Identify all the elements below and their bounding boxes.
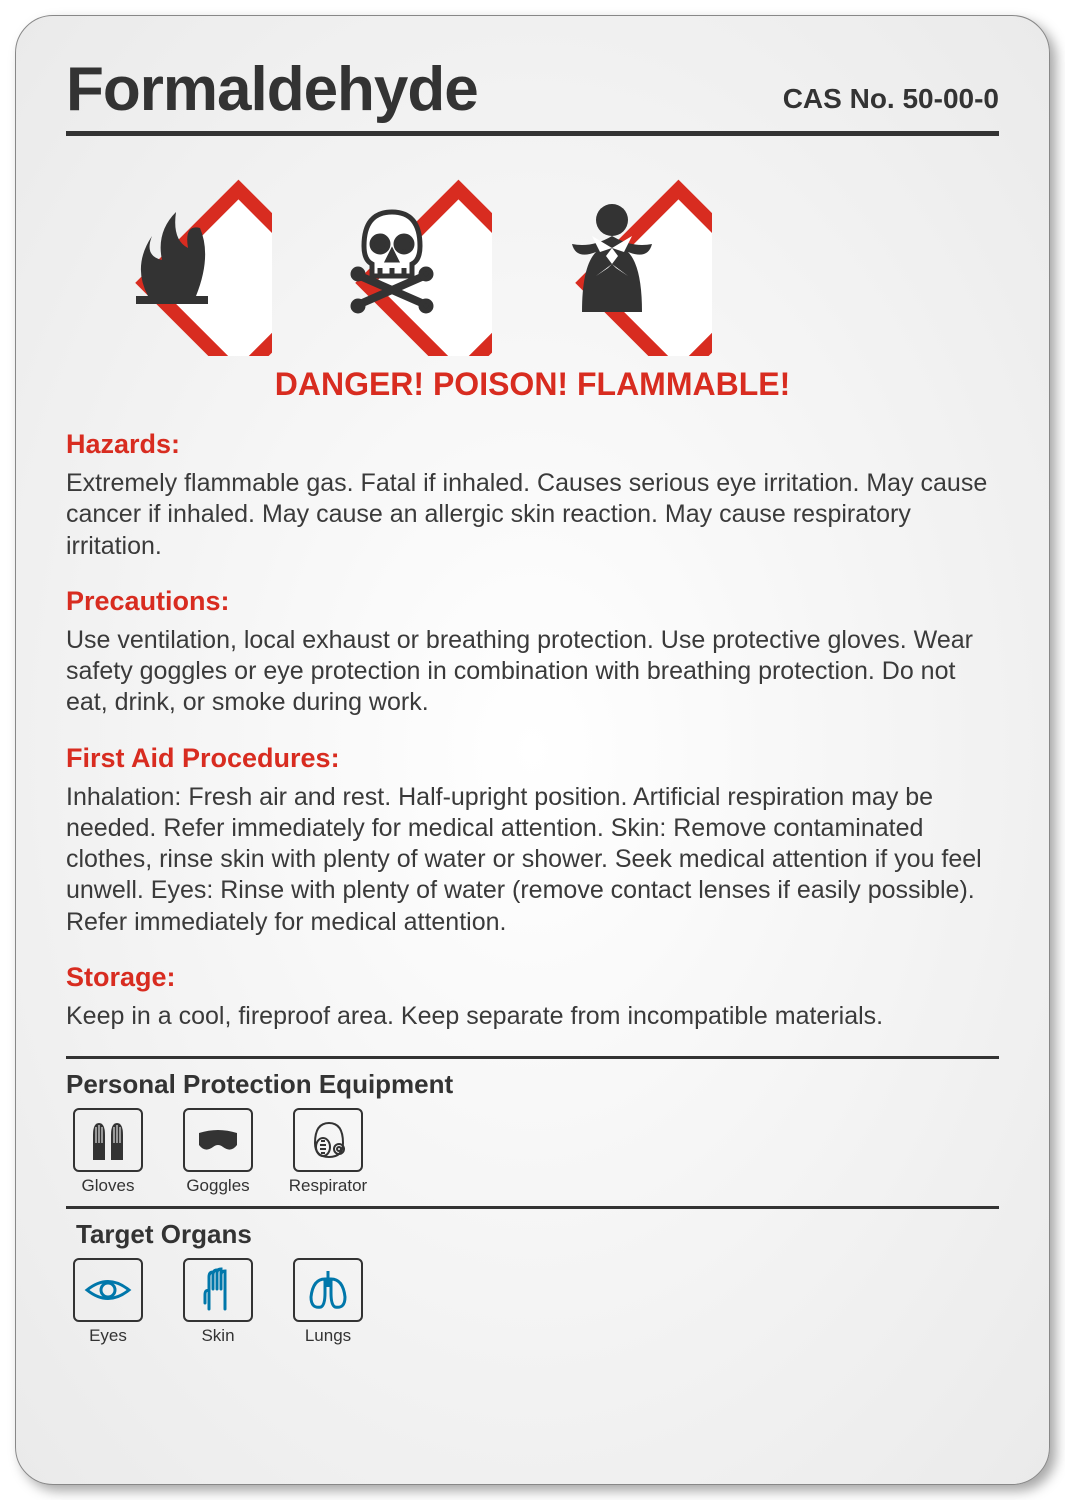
divider (66, 1206, 999, 1209)
hand-icon (183, 1258, 253, 1322)
storage-heading: Storage: (66, 962, 999, 993)
target-organs-row: Eyes Skin Lungs (66, 1258, 999, 1346)
storage-body: Keep in a cool, fireproof area. Keep sep… (66, 1001, 999, 1032)
first-aid-section: First Aid Procedures: Inhalation: Fresh … (66, 743, 999, 938)
goggles-icon (183, 1108, 253, 1172)
target-label: Eyes (89, 1326, 127, 1346)
hazards-section: Hazards: Extremely flammable gas. Fatal … (66, 429, 999, 562)
chemical-name: Formaldehyde (66, 54, 478, 125)
precautions-body: Use ventilation, local exhaust or breath… (66, 625, 999, 719)
ppe-item-respirator: Respirator (288, 1108, 368, 1196)
header: Formaldehyde CAS No. 50-00-0 (66, 54, 999, 136)
target-item-lungs: Lungs (288, 1258, 368, 1346)
target-organs-title: Target Organs (66, 1219, 999, 1250)
health-hazard-pictogram-icon (512, 156, 712, 356)
hazards-body: Extremely flammable gas. Fatal if inhale… (66, 468, 999, 562)
gloves-icon (73, 1108, 143, 1172)
precautions-heading: Precautions: (66, 586, 999, 617)
safety-label-card: Formaldehyde CAS No. 50-00-0 (15, 15, 1050, 1485)
ppe-item-gloves: Gloves (68, 1108, 148, 1196)
hazards-heading: Hazards: (66, 429, 999, 460)
target-item-eyes: Eyes (68, 1258, 148, 1346)
divider (66, 1056, 999, 1059)
flame-pictogram-icon (72, 156, 272, 356)
ppe-item-goggles: Goggles (178, 1108, 258, 1196)
target-label: Lungs (305, 1326, 351, 1346)
skull-pictogram-icon (292, 156, 492, 356)
first-aid-body: Inhalation: Fresh air and rest. Half-upr… (66, 782, 999, 938)
ppe-label: Gloves (82, 1176, 135, 1196)
ppe-row: Gloves Goggles Respirator (66, 1108, 999, 1196)
lungs-icon (293, 1258, 363, 1322)
precautions-section: Precautions: Use ventilation, local exha… (66, 586, 999, 719)
signal-word: DANGER! POISON! FLAMMABLE! (66, 366, 999, 403)
respirator-icon (293, 1108, 363, 1172)
ghs-pictogram-row (66, 156, 999, 356)
first-aid-heading: First Aid Procedures: (66, 743, 999, 774)
ppe-label: Goggles (186, 1176, 249, 1196)
cas-number: CAS No. 50-00-0 (783, 83, 999, 125)
ppe-label: Respirator (289, 1176, 367, 1196)
target-label: Skin (201, 1326, 234, 1346)
ppe-title: Personal Protection Equipment (66, 1069, 999, 1100)
eye-icon (73, 1258, 143, 1322)
target-item-skin: Skin (178, 1258, 258, 1346)
storage-section: Storage: Keep in a cool, fireproof area.… (66, 962, 999, 1032)
